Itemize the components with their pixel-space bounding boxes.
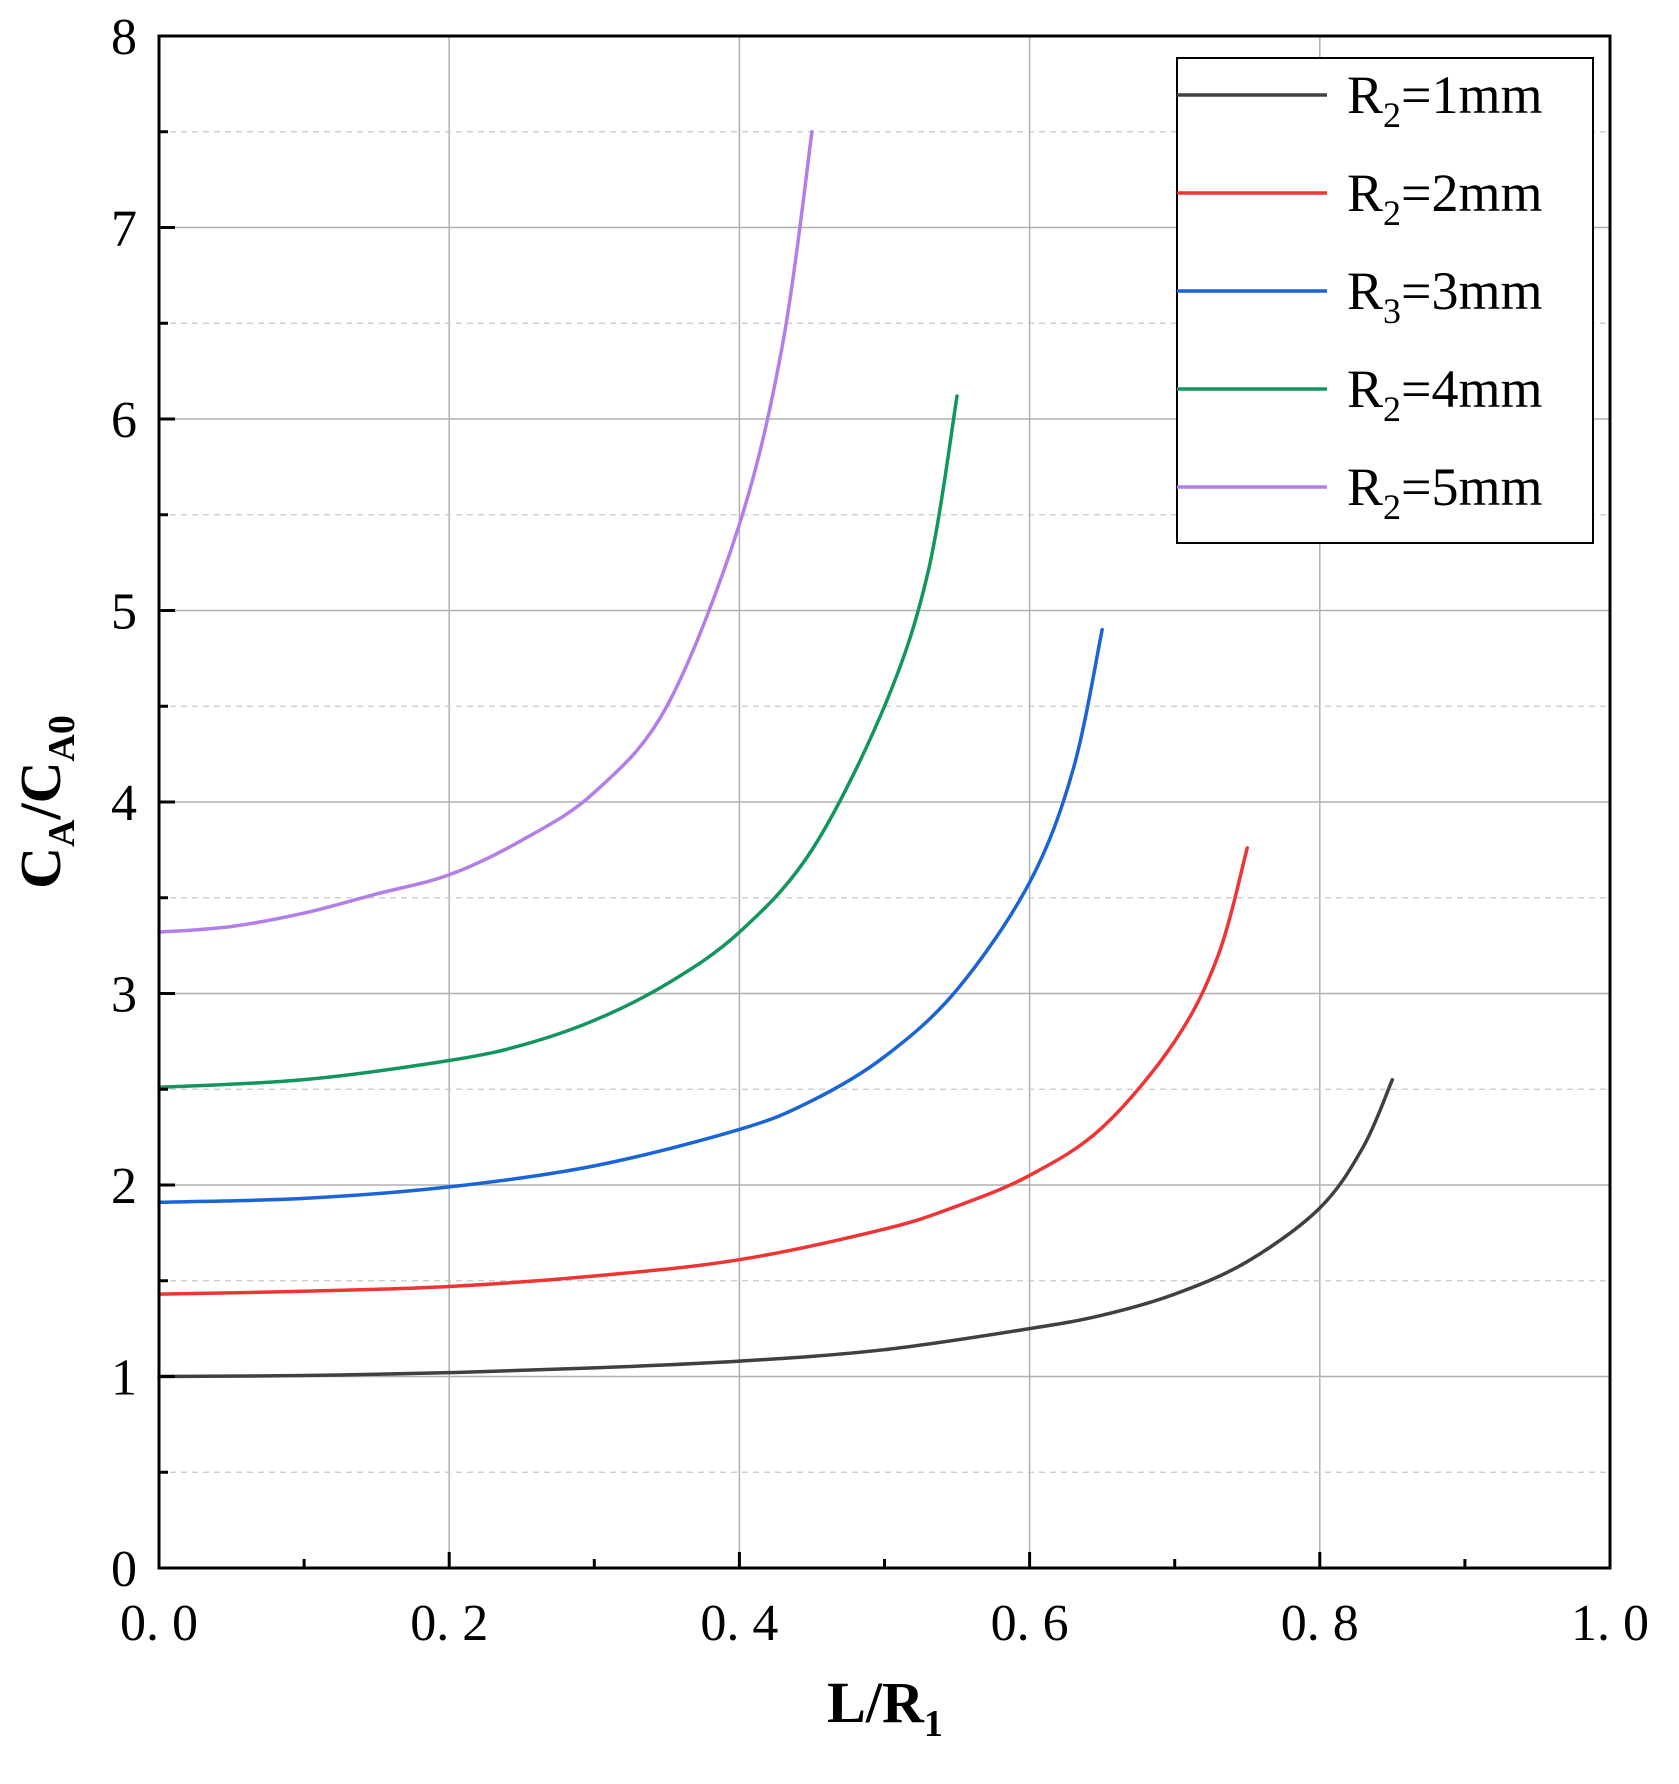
y-tick-label: 1 — [111, 1350, 137, 1407]
y-tick-label: 8 — [111, 9, 137, 66]
x-axis-title-sub: 1 — [924, 1703, 943, 1745]
y-tick-label: 6 — [111, 392, 137, 449]
x-tick-label: 0. 2 — [410, 1595, 488, 1652]
legend-label-3: R3=3mm — [1347, 261, 1543, 331]
x-tick-label: 0. 8 — [1281, 1595, 1359, 1652]
y-axis-title: CA/CA0 — [8, 715, 83, 889]
series-line-1 — [157, 1077, 1395, 1379]
x-tick-label: 1. 0 — [1571, 1595, 1649, 1652]
axis-ticks — [157, 34, 1612, 1570]
legend: R2=1mm R2=2mm R3=3mm R2=4mm R2=5mm — [1176, 57, 1594, 544]
y-tick-label: 4 — [111, 775, 137, 832]
series-line-3 — [157, 627, 1104, 1204]
x-tick-label: 0. 0 — [120, 1595, 198, 1652]
y-axis-title-sub1: A — [41, 819, 83, 847]
series-line-4 — [157, 394, 959, 1090]
y-tick-label: 5 — [111, 584, 137, 641]
y-axis-title-part1: C — [8, 847, 73, 889]
y-tick-label: 3 — [111, 967, 137, 1024]
series-line-2 — [157, 846, 1249, 1296]
series-group — [157, 130, 1395, 1379]
x-axis-title: L/R1 — [827, 1670, 943, 1745]
legend-label-5: R2=5mm — [1347, 457, 1543, 527]
legend-box — [1176, 57, 1594, 544]
legend-label-2: R2=2mm — [1347, 163, 1543, 233]
x-axis-title-main: L/R — [827, 1670, 925, 1735]
y-tick-label: 0 — [111, 1541, 137, 1598]
x-tick-labels: 0. 0 0. 2 0. 4 0. 6 0. 8 1. 0 — [120, 1595, 1649, 1652]
y-tick-labels: 0 1 2 3 4 5 6 7 8 — [111, 9, 137, 1598]
series-line-5 — [157, 130, 814, 934]
y-tick-label: 7 — [111, 201, 137, 258]
x-tick-label: 0. 4 — [700, 1595, 778, 1652]
y-tick-label: 2 — [111, 1158, 137, 1215]
y-axis-title-sub2: A0 — [41, 715, 83, 761]
x-tick-label: 0. 6 — [991, 1595, 1069, 1652]
legend-label-1: R2=1mm — [1347, 65, 1543, 135]
y-axis-title-sep: /C — [8, 762, 73, 821]
legend-label-4: R2=4mm — [1347, 359, 1543, 429]
